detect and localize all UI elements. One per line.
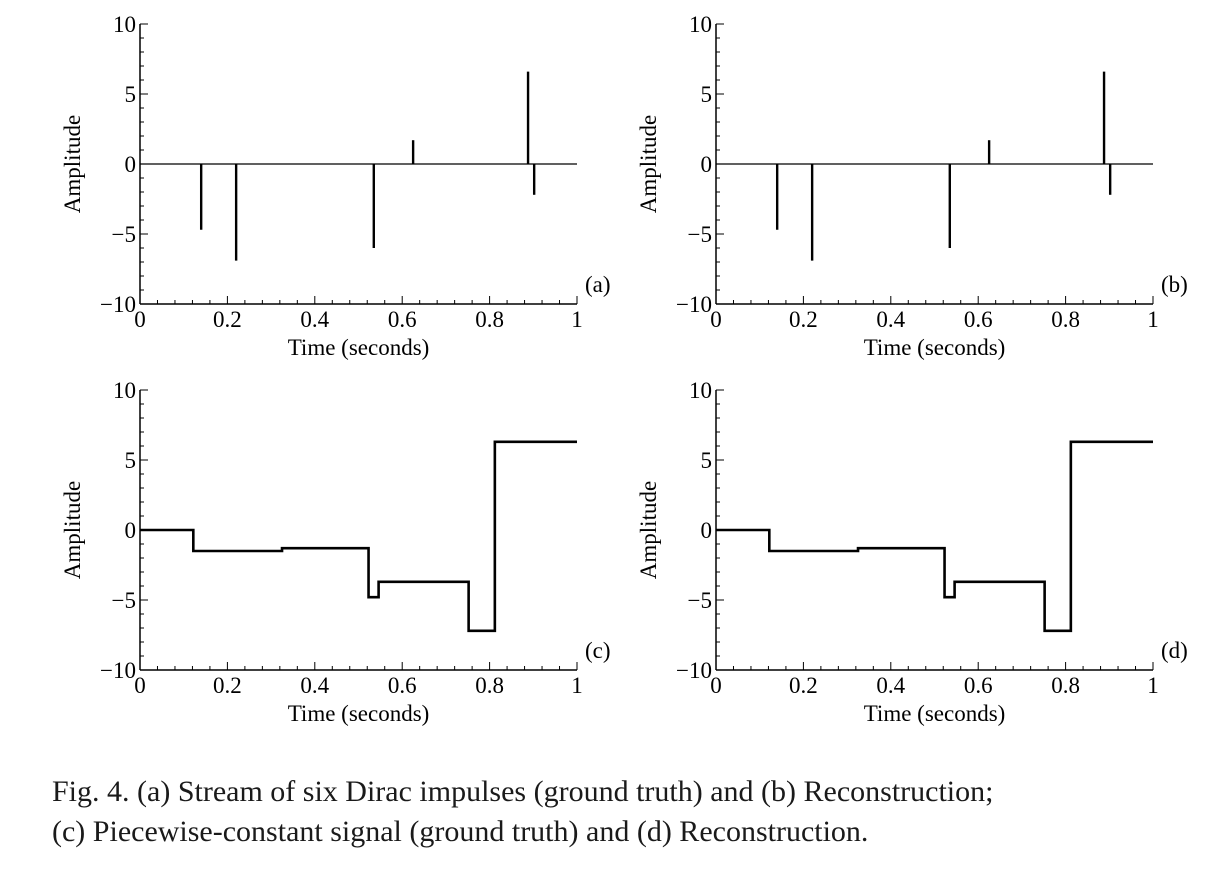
- y-axis-title: Amplitude: [636, 481, 661, 579]
- x-tick-label: 0.2: [213, 673, 242, 698]
- y-tick-label: −5: [112, 222, 136, 247]
- y-tick-label: −10: [100, 292, 136, 317]
- panel-label: (b): [1161, 272, 1188, 297]
- x-tick-label: 0.8: [475, 307, 504, 332]
- x-tick-label: 0.4: [300, 673, 329, 698]
- x-axis-title: Time (seconds): [288, 335, 430, 360]
- x-tick-label: 1: [571, 673, 583, 698]
- x-tick-label: 0.2: [789, 673, 818, 698]
- x-tick-label: 0.8: [475, 673, 504, 698]
- x-tick-label: 0: [134, 673, 146, 698]
- y-tick-label: 10: [689, 12, 712, 37]
- y-tick-label: −10: [676, 292, 712, 317]
- x-tick-label: 0.2: [213, 307, 242, 332]
- panel-label: (c): [585, 638, 611, 663]
- step-line: [140, 440, 577, 633]
- y-tick-label: 10: [113, 12, 136, 37]
- y-tick-label: 10: [113, 378, 136, 403]
- x-tick-label: 1: [1147, 673, 1159, 698]
- y-tick-label: 5: [701, 448, 713, 473]
- y-tick-label: 5: [125, 448, 137, 473]
- x-tick-label: 0.4: [876, 673, 905, 698]
- x-tick-label: 0.6: [964, 307, 993, 332]
- y-tick-label: −5: [112, 588, 136, 613]
- y-tick-label: 0: [701, 152, 713, 177]
- x-tick-label: 0: [134, 307, 146, 332]
- x-tick-label: 0.8: [1051, 673, 1080, 698]
- x-tick-label: 0: [710, 673, 722, 698]
- panel-c: −10 −5 0 5 10 0 0.2 0.4 0.6 0.8 1 Time (seconds) Amp…: [60, 378, 611, 726]
- y-tick-label: −5: [688, 588, 712, 613]
- x-tick-label: 1: [1147, 307, 1159, 332]
- y-tick-label: 0: [125, 518, 137, 543]
- y-tick-label: 0: [701, 518, 713, 543]
- y-tick-label: −5: [688, 222, 712, 247]
- y-axis-title: Amplitude: [60, 115, 85, 213]
- x-tick-label: 0.6: [964, 673, 993, 698]
- x-axis-title: Time (seconds): [864, 701, 1006, 726]
- figure-caption: Fig. 4. (a) Stream of six Dirac impulses…: [52, 772, 1212, 852]
- x-axis-title: Time (seconds): [864, 335, 1006, 360]
- x-tick-label: 1: [571, 307, 583, 332]
- y-tick-label: −10: [100, 658, 136, 683]
- x-tick-label: 0: [710, 307, 722, 332]
- x-tick-label: 0.6: [388, 673, 417, 698]
- panel-d: −10 −5 0 5 10 0 0.2 0.4 0.6 0.8 1 Time (seconds) Amp…: [636, 378, 1188, 726]
- y-tick-label: −10: [676, 658, 712, 683]
- y-tick-label: 5: [125, 82, 137, 107]
- x-tick-label: 0.2: [789, 307, 818, 332]
- x-tick-label: 0.8: [1051, 307, 1080, 332]
- caption-line-1: Fig. 4. (a) Stream of six Dirac impulses…: [52, 775, 994, 808]
- x-tick-label: 0.4: [876, 307, 905, 332]
- panel-a: −10 −5 0 5 10 0 0.2 0.4 0.6 0.8 1 Time (seconds) Amp…: [60, 12, 611, 360]
- x-tick-label: 0.6: [388, 307, 417, 332]
- y-tick-label: 10: [689, 378, 712, 403]
- y-axis-title: Amplitude: [60, 481, 85, 579]
- panel-label: (a): [585, 272, 611, 297]
- x-tick-label: 0.4: [300, 307, 329, 332]
- x-axis-title: Time (seconds): [288, 701, 430, 726]
- step-line: [716, 440, 1153, 633]
- caption-line-2: (c) Piecewise-constant signal (ground tr…: [52, 815, 869, 848]
- y-tick-label: 0: [125, 152, 137, 177]
- panel-b: −10 −5 0 5 10 0 0.2 0.4 0.6 0.8 1 Time (seconds) Amp…: [636, 12, 1188, 360]
- y-tick-label: 5: [701, 82, 713, 107]
- y-axis-title: Amplitude: [636, 115, 661, 213]
- panel-label: (d): [1161, 638, 1188, 663]
